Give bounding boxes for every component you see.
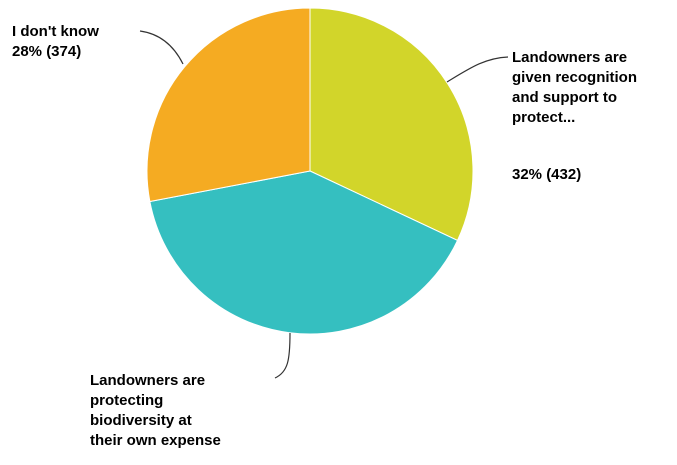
label-line: and support to [512, 89, 617, 106]
leader-line-recognition [446, 56, 509, 83]
label-line: protecting [90, 392, 163, 409]
slice-label-dont-know: I don't know [12, 23, 99, 40]
label-line: given recognition [512, 69, 637, 86]
leader-lines [139, 30, 509, 379]
slice-value-recognition: 32% (432) [512, 166, 581, 183]
slice-recognition [309, 7, 474, 242]
slice-dont-know [146, 7, 311, 203]
slice-label-recognition: Landowners are given recognition and sup… [512, 49, 641, 126]
label-line: I don't know [12, 23, 99, 40]
label-line: their own expense [90, 432, 221, 449]
slice-value-dont-know: 28% (374) [12, 43, 81, 60]
leader-line-own-expense [274, 332, 291, 379]
label-line: protect... [512, 109, 575, 126]
label-line: Landowners are [90, 372, 205, 389]
leader-line-dont-know [139, 30, 184, 65]
slice-label-own-expense: Landowners are protecting biodiversity a… [90, 372, 221, 449]
label-line: Landowners are [512, 49, 627, 66]
pie-slices [146, 7, 474, 335]
label-line: biodiversity at [90, 412, 192, 429]
slice-own-expense [149, 170, 459, 335]
